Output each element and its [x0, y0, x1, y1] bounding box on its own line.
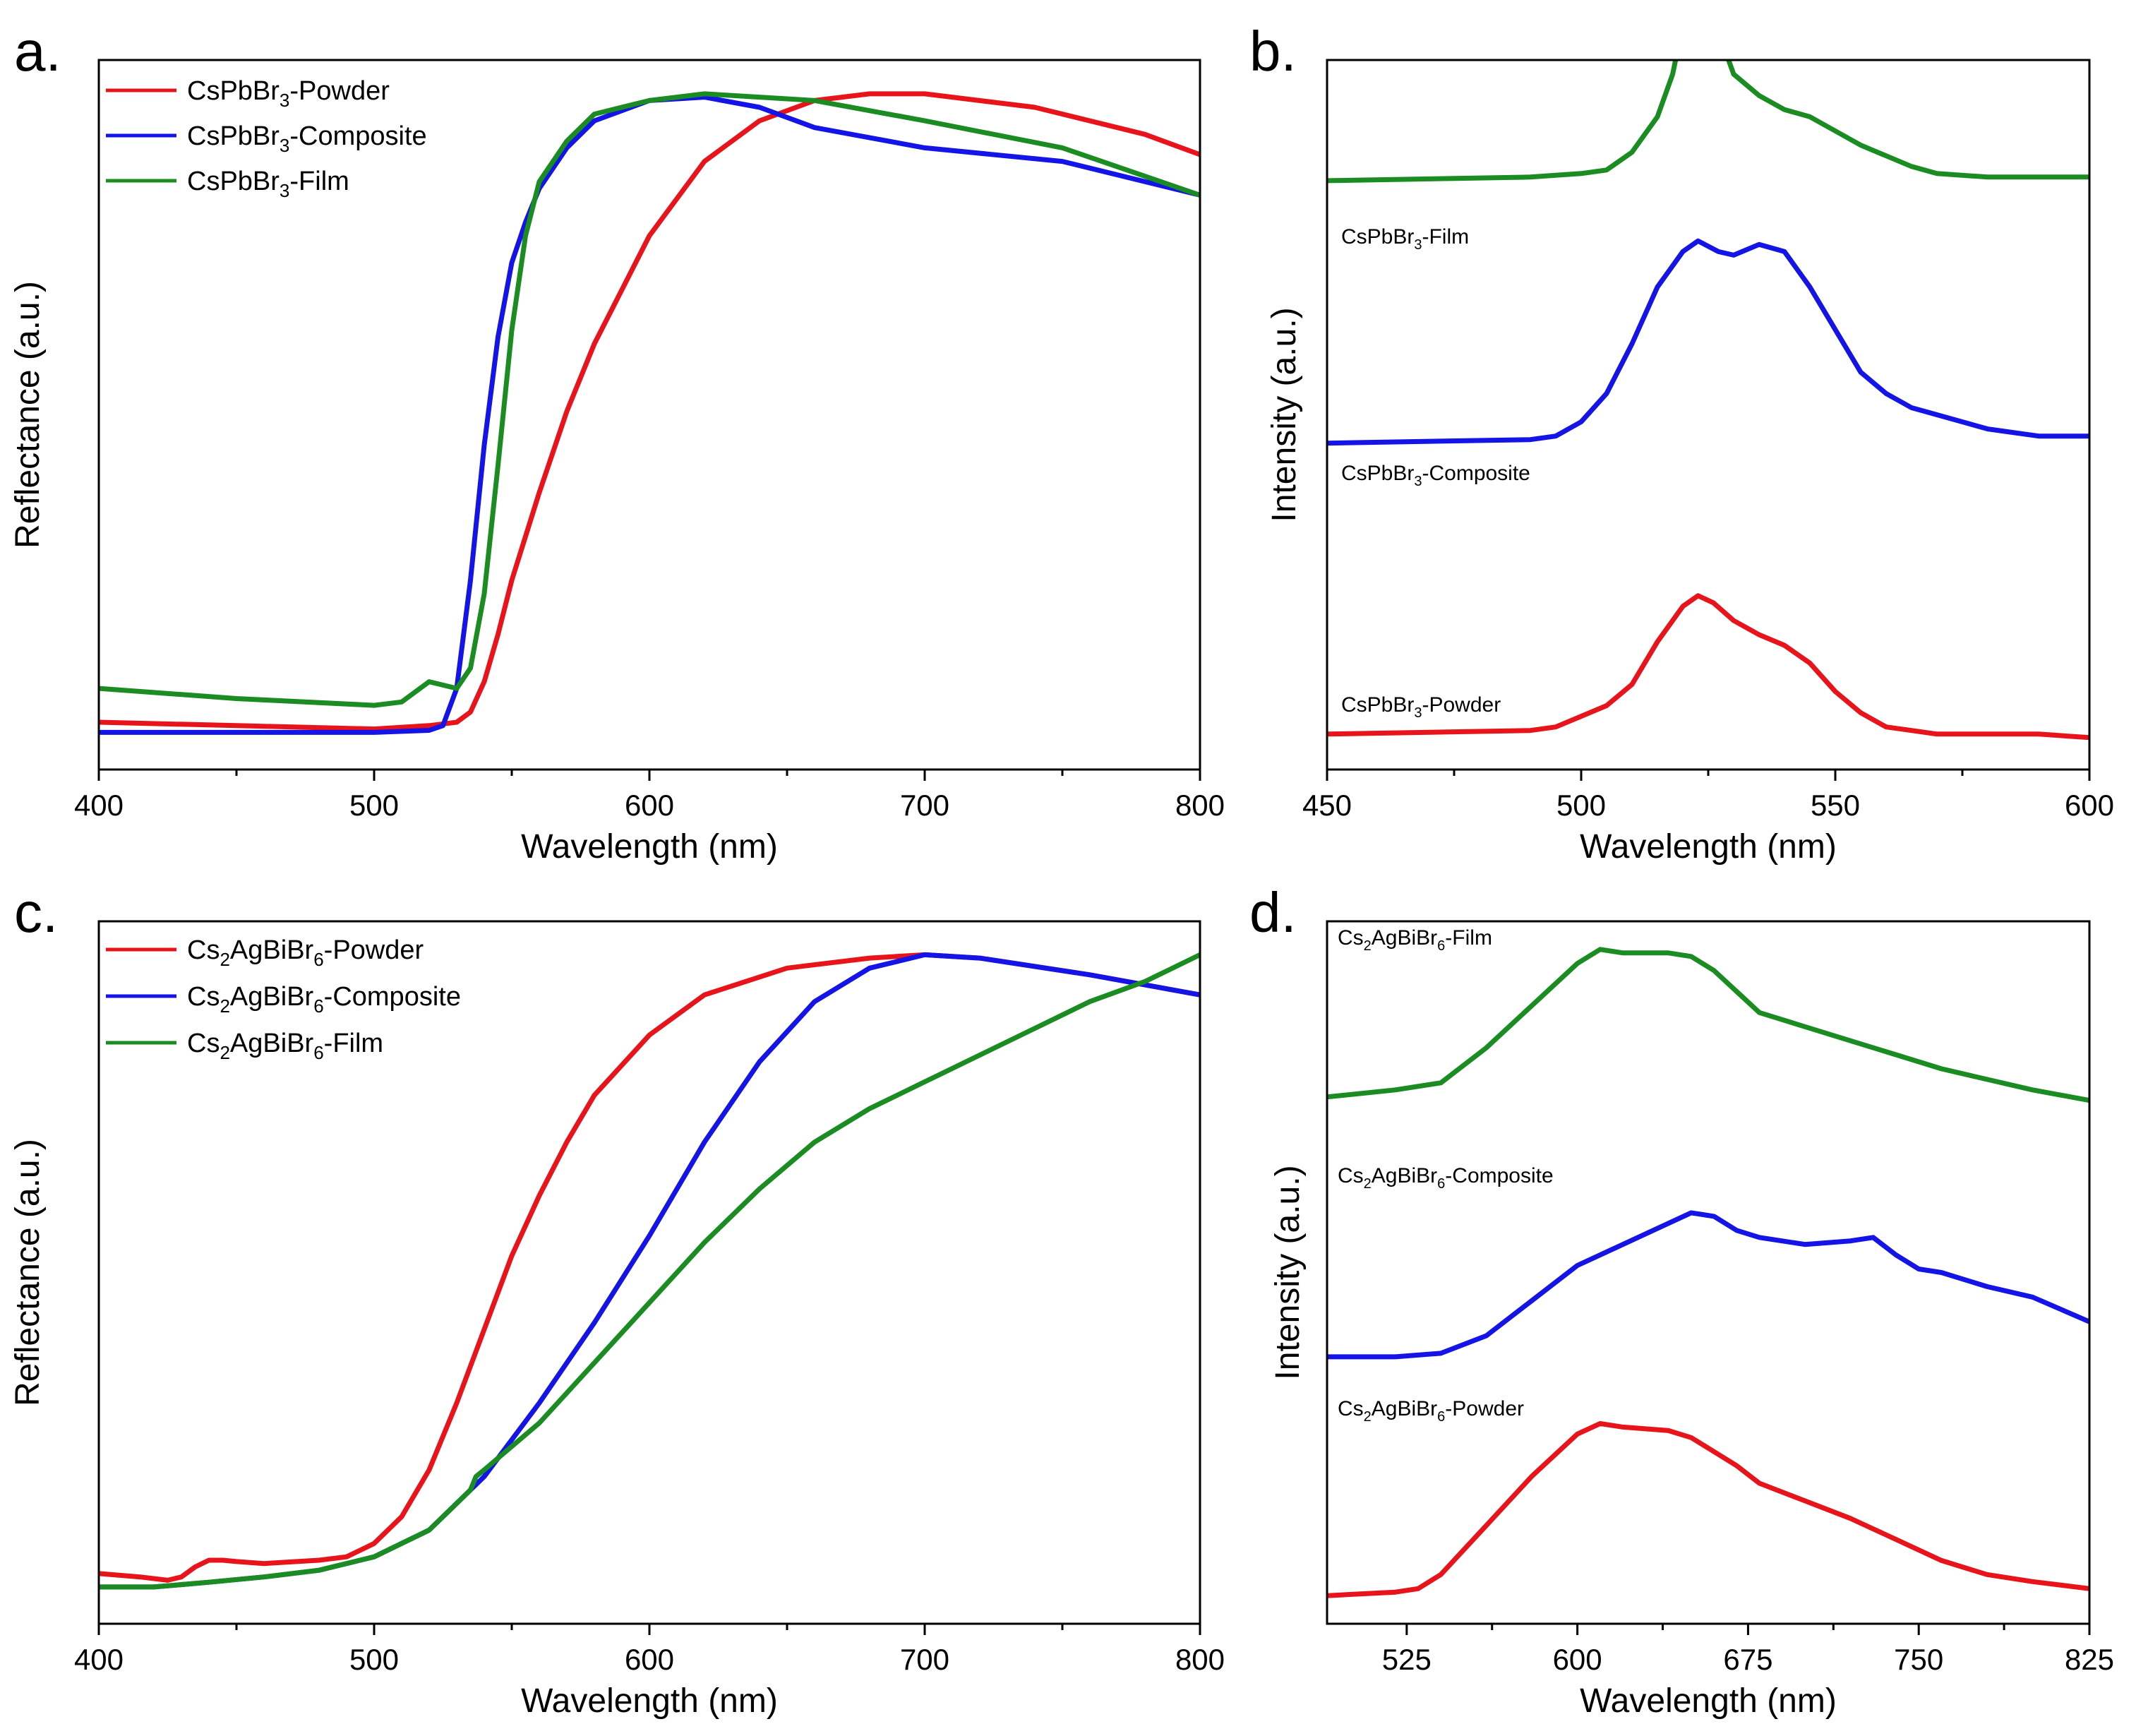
x-tick-label: 400: [74, 789, 124, 822]
legend-entry: CsPbBr3-Composite: [187, 121, 427, 156]
x-axis-title: Wavelength (nm): [1580, 828, 1837, 866]
x-tick-label: 500: [349, 789, 399, 822]
x-tick-label: 825: [2065, 1643, 2114, 1676]
panel-b: b. 450 500 550 600 Wavelength (nm) Intensity (…: [1249, 20, 2114, 866]
x-axis-title: Wavelength (nm): [1580, 1682, 1837, 1720]
x-tick-label: 700: [900, 789, 949, 822]
x-tick-label: 600: [625, 789, 674, 822]
y-axis-title: Reflectance (a.u.): [9, 281, 47, 549]
panel-label: b.: [1249, 20, 1297, 83]
series-line-Cs2AgBiBr6-Composite: [1327, 1210, 2089, 1360]
x-tick-label: 750: [1894, 1643, 1943, 1676]
series-line-CsPbBr3-Composite: [1327, 238, 2089, 446]
legend-entry: Cs2AgBiBr6-Film: [187, 1029, 383, 1063]
curve-label: Cs2AgBiBr6-Composite: [1338, 1164, 1554, 1192]
series-line-CsPbBr3-Powder: [99, 91, 1200, 732]
y-axis-title: Intensity (a.u.): [1266, 307, 1303, 522]
x-tick-label: 450: [1302, 789, 1352, 822]
plot-frame: [1326, 59, 2091, 771]
x-axis-title: Wavelength (nm): [521, 1682, 778, 1720]
x-tick-label: 500: [349, 1643, 399, 1676]
series-line-CsPbBr3-Composite: [99, 95, 1200, 735]
curve-label: CsPbBr3-Film: [1341, 225, 1469, 253]
x-tick-label: 600: [625, 1643, 674, 1676]
series-line-Cs2AgBiBr6-Film: [1327, 947, 2089, 1103]
plot-frame: [1326, 920, 2091, 1625]
x-tick-label: 400: [74, 1643, 124, 1676]
series-line-CsPbBr3-Film: [99, 91, 1200, 708]
series-line-Cs2AgBiBr6-Powder: [1327, 1420, 2089, 1598]
x-tick-label: 500: [1556, 789, 1606, 822]
series-line-Cs2AgBiBr6-Film: [99, 952, 1200, 1590]
series-line-Cs2AgBiBr6-Powder: [99, 952, 1200, 1583]
legend-entry: Cs2AgBiBr6-Powder: [187, 935, 424, 970]
curve-label: Cs2AgBiBr6-Powder: [1338, 1397, 1524, 1425]
curve-label: CsPbBr3-Powder: [1341, 693, 1501, 721]
x-tick-label: 675: [1723, 1643, 1772, 1676]
panel-d: d. 525 600 675 750 825 Wavelength (nm) Intensit…: [1249, 881, 2114, 1720]
x-tick-label: 600: [2065, 789, 2114, 822]
x-tick-label: 800: [1175, 789, 1225, 822]
x-axis-title: Wavelength (nm): [521, 828, 778, 866]
panel-label: d.: [1249, 881, 1297, 944]
x-tick-label: 550: [1811, 789, 1860, 822]
legend-entry: CsPbBr3-Powder: [187, 76, 390, 111]
y-axis-title: Intensity (a.u.): [1269, 1165, 1307, 1379]
series-line-CsPbBr3-Powder: [1327, 593, 2089, 741]
panel-label: c.: [14, 881, 58, 944]
legend-entry: Cs2AgBiBr6-Composite: [187, 982, 461, 1017]
panel-c: c. 400 500 600 700 800 Wavelength (nm) Reflecta…: [9, 881, 1225, 1720]
x-tick-label: 600: [1553, 1643, 1602, 1676]
panel-label: a.: [14, 20, 61, 83]
curve-label: Cs2AgBiBr6-Film: [1338, 926, 1492, 954]
x-tick-label: 525: [1382, 1643, 1432, 1676]
legend-entry: CsPbBr3-Film: [187, 167, 349, 201]
curve-label: CsPbBr3-Composite: [1341, 462, 1530, 489]
series-line-CsPbBr3-Film: [1327, 60, 2089, 184]
x-tick-label: 700: [900, 1643, 949, 1676]
panel-a: a. 400 500 600 700 800 Wavelength (nm) Reflecta…: [9, 20, 1225, 866]
y-axis-title: Reflectance (a.u.): [9, 1139, 47, 1406]
x-tick-label: 800: [1175, 1643, 1225, 1676]
